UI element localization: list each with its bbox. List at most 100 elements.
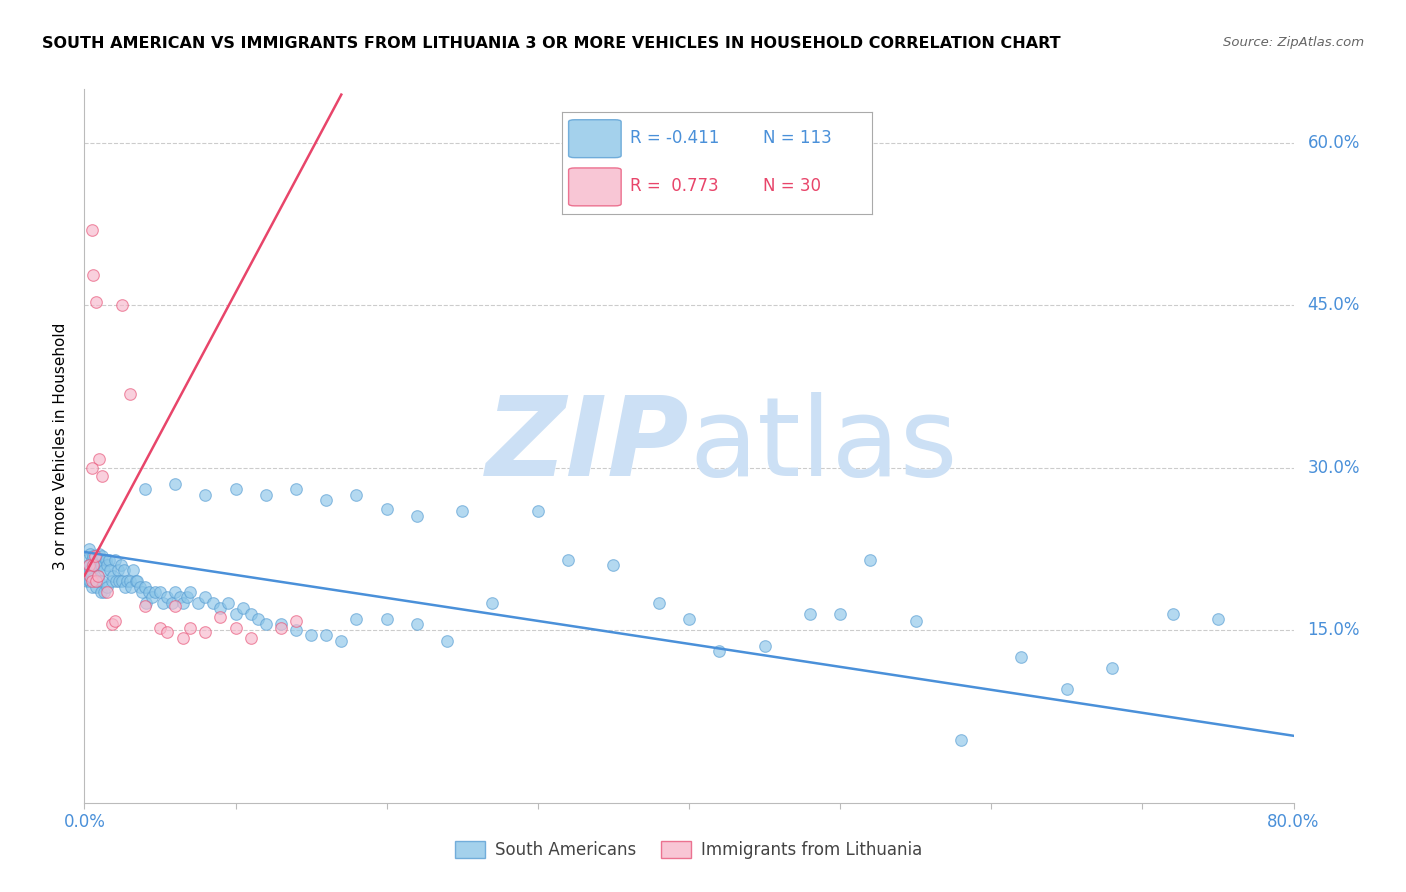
Point — [76, 574, 98, 589]
Point — [100, 617, 122, 632]
Point — [163, 476, 186, 491]
Point — [77, 541, 100, 556]
Point — [163, 599, 186, 613]
Point — [89, 547, 111, 561]
Point — [134, 580, 156, 594]
Point — [98, 563, 121, 577]
Point — [209, 610, 232, 624]
Point — [100, 574, 122, 589]
Point — [239, 632, 262, 646]
Point — [91, 469, 114, 483]
Point — [77, 558, 100, 572]
Point — [134, 482, 156, 496]
Point — [315, 628, 337, 642]
Point — [270, 617, 292, 632]
Point — [163, 585, 186, 599]
Point — [134, 599, 156, 613]
Text: N = 113: N = 113 — [763, 129, 832, 147]
FancyBboxPatch shape — [568, 120, 621, 158]
Point — [107, 563, 129, 577]
Point — [225, 621, 247, 635]
Point — [1161, 607, 1184, 621]
Point — [86, 560, 108, 574]
Text: 30.0%: 30.0% — [1308, 458, 1360, 476]
Point — [110, 558, 132, 572]
Point — [93, 563, 115, 577]
Point — [77, 558, 100, 572]
Point — [87, 568, 110, 582]
Point — [149, 621, 172, 635]
Point — [375, 612, 398, 626]
Point — [101, 568, 124, 582]
Point — [89, 574, 111, 589]
Point — [145, 585, 167, 599]
Point — [86, 574, 108, 589]
Point — [97, 552, 120, 566]
Point — [375, 501, 398, 516]
Point — [152, 596, 174, 610]
Point — [120, 580, 142, 594]
Point — [225, 607, 247, 621]
Point — [141, 591, 163, 605]
Point — [82, 571, 104, 585]
Text: R =  0.773: R = 0.773 — [630, 178, 718, 195]
Point — [111, 574, 134, 589]
Point — [247, 612, 270, 626]
Point — [90, 558, 112, 572]
Point — [451, 504, 474, 518]
Point — [90, 585, 112, 599]
Point — [284, 623, 308, 637]
Point — [84, 574, 107, 589]
Point — [82, 268, 104, 282]
Point — [172, 632, 194, 646]
Point — [160, 596, 183, 610]
Point — [1101, 660, 1123, 674]
Point — [187, 596, 209, 610]
Point — [709, 644, 731, 658]
Point — [225, 482, 247, 496]
Point — [481, 596, 503, 610]
Point — [194, 624, 217, 639]
Point — [169, 591, 191, 605]
Point — [118, 387, 141, 401]
Point — [89, 452, 111, 467]
Point — [284, 614, 308, 628]
Point — [239, 607, 262, 621]
Point — [80, 223, 103, 237]
Point — [108, 574, 131, 589]
Text: 15.0%: 15.0% — [1308, 621, 1360, 639]
Point — [254, 617, 277, 632]
Point — [406, 617, 429, 632]
Point — [79, 547, 101, 561]
Point — [87, 568, 110, 582]
Y-axis label: 3 or more Vehicles in Household: 3 or more Vehicles in Household — [53, 322, 69, 570]
Point — [82, 549, 104, 564]
Point — [80, 574, 103, 589]
Point — [346, 488, 368, 502]
Text: N = 30: N = 30 — [763, 178, 821, 195]
Point — [270, 621, 292, 635]
Text: Source: ZipAtlas.com: Source: ZipAtlas.com — [1223, 36, 1364, 49]
Point — [176, 591, 198, 605]
Point — [346, 612, 368, 626]
Point — [602, 558, 624, 572]
Point — [86, 580, 108, 594]
Point — [115, 574, 138, 589]
Point — [1206, 612, 1229, 626]
Point — [80, 580, 103, 594]
Point — [330, 633, 353, 648]
Point — [114, 580, 136, 594]
Point — [179, 585, 201, 599]
Point — [84, 556, 107, 570]
Point — [129, 580, 152, 594]
Text: 45.0%: 45.0% — [1308, 296, 1360, 315]
Point — [94, 552, 117, 566]
FancyBboxPatch shape — [568, 168, 621, 206]
Point — [127, 574, 149, 589]
Point — [138, 585, 160, 599]
Point — [406, 509, 429, 524]
Point — [77, 574, 100, 589]
Point — [112, 563, 135, 577]
Legend: South Americans, Immigrants from Lithuania: South Americans, Immigrants from Lithuan… — [449, 834, 929, 866]
Point — [75, 563, 97, 577]
